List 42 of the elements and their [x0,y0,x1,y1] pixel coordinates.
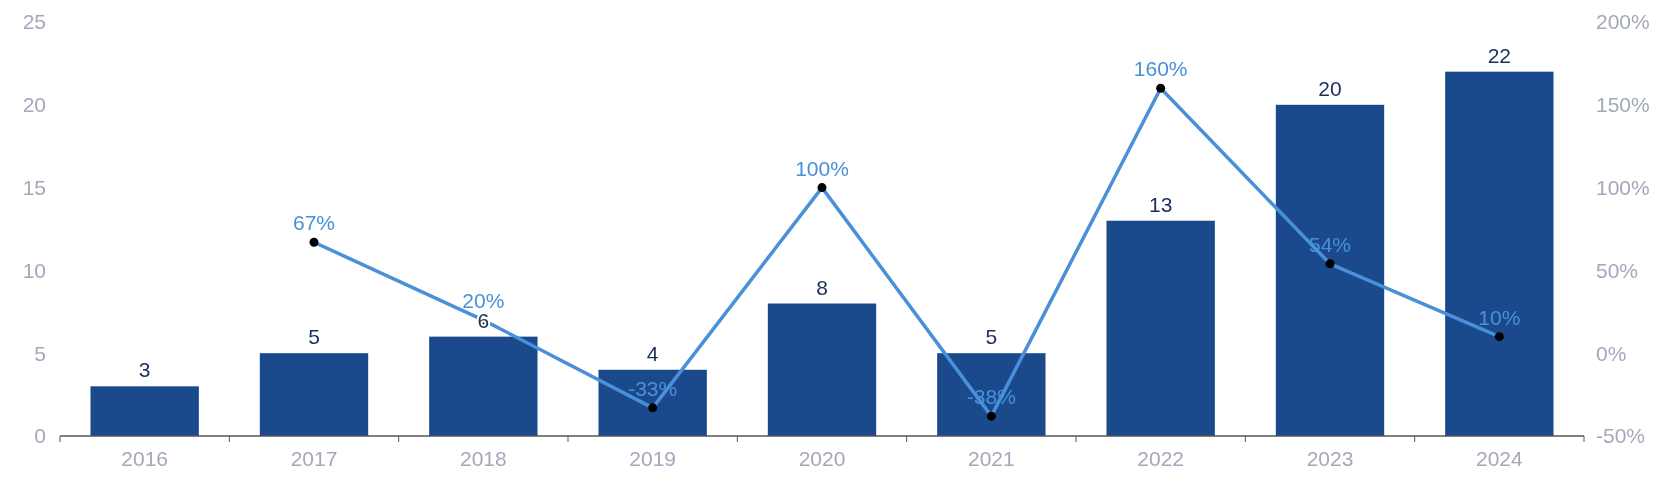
y-tick-label: 15 [22,175,46,199]
x-tick-label: 2020 [798,447,846,470]
data-label: 5 [308,325,320,349]
bar [937,353,1046,436]
x-tick-label: 2021 [967,447,1015,470]
bar [767,303,877,436]
bar [429,336,538,436]
data-label: 10% [1478,305,1521,329]
data-label: 67% [292,211,336,235]
data-label: 100% [795,156,849,180]
y-tick-label: 0 [34,424,46,448]
y-tick-label: 10 [22,258,46,282]
y2-tick-label: -50% [1596,424,1646,448]
y-tick-label: 20 [22,93,46,117]
x-tick-label: 2018 [459,447,507,470]
x-tick-label: 2016 [121,447,169,470]
bar [1275,104,1385,436]
y2-tick-label: 150% [1596,93,1650,117]
data-label: 22 [1487,43,1512,67]
x-tick-label: 2019 [629,447,677,470]
bar [1445,71,1554,436]
x-tick-label: 2017 [290,447,338,470]
bar [598,369,707,436]
data-label: 160% [1133,57,1188,81]
x-tick-label: 2022 [1137,447,1185,470]
data-label: 5 [985,325,998,349]
data-label: 3 [138,358,151,382]
y-tick-label: 5 [34,341,46,365]
x-tick-label: 2024 [1475,447,1524,470]
y2-tick-label: 200% [1596,10,1650,34]
data-label: 8 [816,275,828,299]
bar [90,386,199,436]
y2-tick-label: 0% [1596,341,1627,365]
data-label: 20 [1318,76,1342,100]
bar [1106,220,1215,436]
y2-tick-label: 50% [1596,258,1639,282]
data-label: 13 [1148,192,1173,216]
x-tick-label: 2023 [1306,447,1354,470]
y2-tick-label: 100% [1596,175,1650,199]
y-tick-label: 25 [22,10,46,34]
data-label: 4 [646,341,659,365]
bar [259,353,369,436]
